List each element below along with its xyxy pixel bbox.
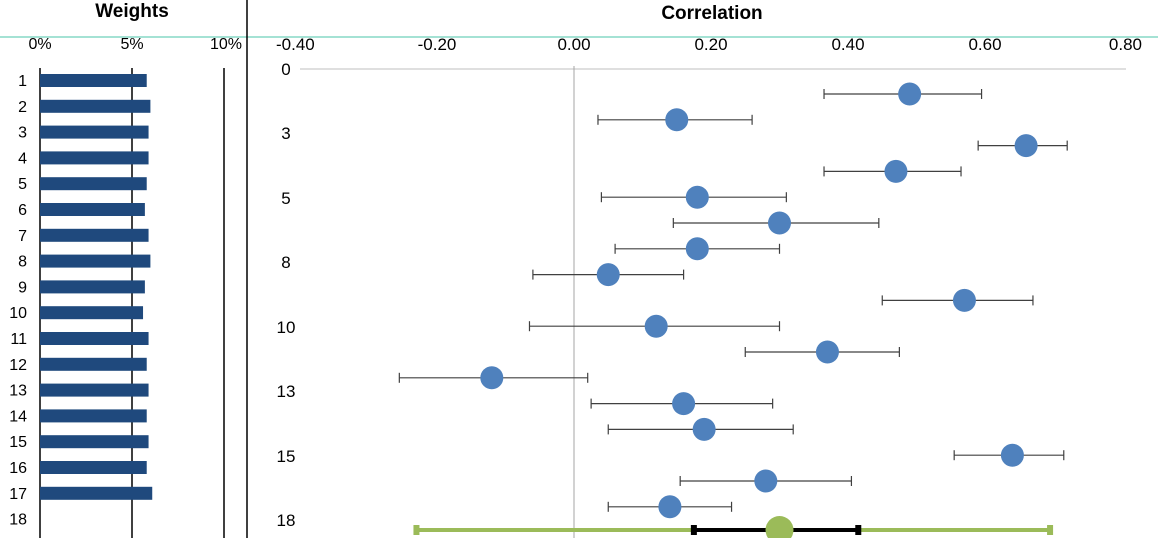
weights-row-label: 13 [9, 383, 27, 400]
study-marker [685, 185, 709, 209]
weight-bar [40, 383, 149, 397]
weights-row-label: 2 [18, 99, 27, 116]
study-marker [658, 495, 682, 519]
weights-title: Weights [95, 1, 169, 22]
correlation-tick-label: 0.60 [968, 35, 1001, 54]
weights-row-label: 15 [9, 434, 27, 451]
correlation-tick-label: 0.80 [1109, 35, 1142, 54]
weight-bar [40, 357, 147, 371]
weights-row-label: 6 [18, 202, 27, 219]
summary-ci-cap [690, 525, 697, 535]
weights-row-label: 12 [9, 357, 27, 374]
summary-marker [765, 516, 794, 543]
correlation-y-tick-label: 8 [281, 253, 290, 272]
correlation-y-tick-label: 13 [277, 382, 296, 401]
weight-bar [40, 435, 149, 449]
weights-row-label: 16 [9, 460, 27, 477]
study-marker [898, 82, 922, 106]
correlation-y-tick-label: 10 [277, 318, 296, 337]
weights-row-label: 14 [9, 408, 27, 425]
weights-row-label: 10 [9, 305, 27, 322]
weight-bar [40, 332, 149, 345]
study-marker [768, 211, 791, 235]
weight-bar [40, 74, 147, 87]
study-marker [952, 288, 976, 312]
correlation-y-tick-label: 0 [281, 60, 290, 79]
study-marker [815, 340, 839, 364]
weights-row-label: 5 [18, 176, 27, 193]
correlation-tick-label: 0.20 [694, 35, 727, 54]
correlation-tick-label: 0.40 [831, 35, 864, 54]
weights-row-label: 1 [18, 73, 27, 90]
prediction-interval-cap [1047, 525, 1054, 535]
weights-row-label: 7 [18, 228, 27, 245]
weights-row-label: 17 [9, 486, 27, 503]
weights-row-label: 4 [18, 150, 27, 167]
correlation-tick-label: -0.20 [418, 35, 457, 54]
correlation-title: Correlation [661, 3, 762, 24]
study-marker [754, 469, 778, 493]
study-marker [480, 366, 504, 390]
study-marker [665, 108, 689, 132]
weight-bar [40, 306, 144, 320]
correlation-tick-label: -0.40 [276, 35, 315, 54]
correlation-y-tick-label: 18 [277, 511, 296, 530]
weights-row-label: 8 [18, 254, 27, 271]
correlation-tick-label: 0.00 [557, 35, 590, 54]
weight-bar [40, 280, 145, 294]
study-marker [596, 263, 620, 287]
weight-bar [40, 409, 147, 423]
weight-bar [40, 461, 147, 474]
weight-bar [40, 203, 145, 216]
weights-tick-label: 0% [28, 36, 51, 53]
correlation-y-tick-label: 5 [281, 189, 290, 208]
weights-tick-label: 5% [120, 36, 143, 53]
weight-bar [40, 99, 151, 113]
weights-tick-label: 10% [210, 36, 242, 53]
weight-bar [40, 151, 149, 165]
study-marker [884, 159, 908, 183]
prediction-interval-cap [413, 525, 420, 535]
weight-bar [40, 125, 149, 139]
weights-row-label: 11 [10, 331, 27, 348]
study-marker [1000, 443, 1024, 467]
summary-ci-cap [855, 525, 862, 535]
weight-bar [40, 228, 149, 242]
study-marker [672, 392, 696, 416]
weights-row-label: 9 [18, 279, 27, 296]
weight-bar [40, 254, 151, 268]
study-marker [685, 237, 709, 261]
correlation-y-tick-label: 15 [277, 447, 296, 466]
weights-row-label: 18 [9, 512, 27, 529]
study-marker [1014, 134, 1038, 158]
weight-bar [40, 177, 147, 191]
weights-row-label: 3 [18, 125, 27, 142]
correlation-panel: -0.40 -0.20 0.00 0.20 0.40 0.60 0.80 0 3 5 8 10 13 15… [276, 35, 1142, 543]
weight-bar [40, 486, 153, 500]
correlation-y-tick-label: 3 [281, 124, 290, 143]
study-marker [692, 417, 716, 441]
study-marker [644, 314, 668, 338]
